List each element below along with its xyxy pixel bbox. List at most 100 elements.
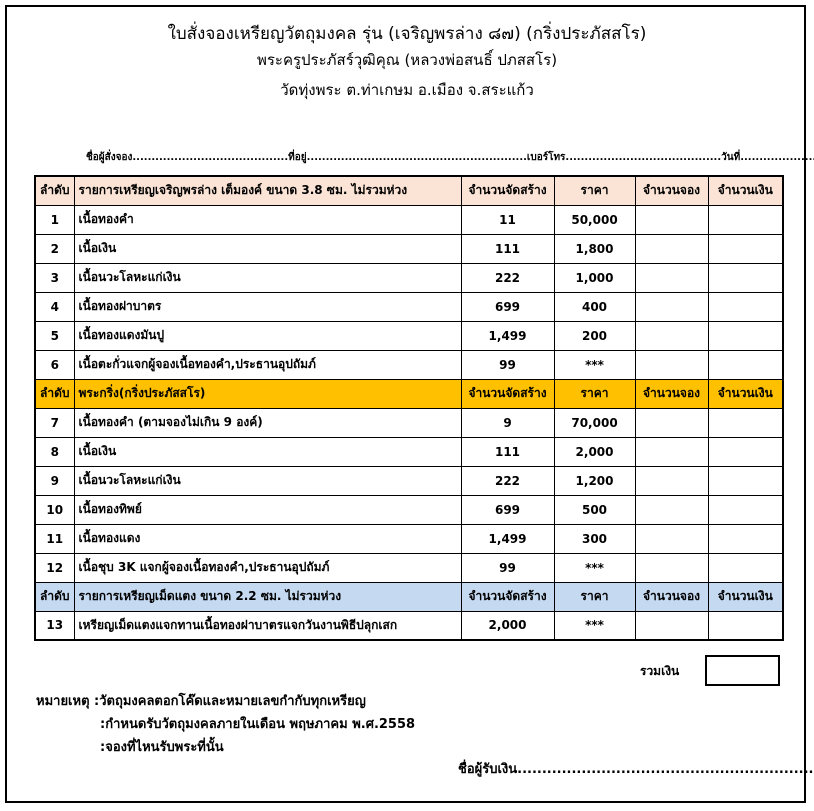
empty-cell <box>707 349 784 380</box>
cell: 111 <box>460 436 555 467</box>
signature: ชื่อผู้รับเงิน..........................… <box>458 762 814 777</box>
total-box <box>705 655 780 686</box>
cell: เนื้อชุบ 3K แจกผู้จองเนื้อทองคำ,ประธานอุ… <box>73 552 462 583</box>
header-cell: ลำดับ <box>34 581 75 612</box>
header-cell: จำนวนจอง <box>634 175 709 206</box>
cell: 1,000 <box>553 262 636 293</box>
cell: เนื้อทองคำ <box>73 204 462 235</box>
header-cell: ลำดับ <box>34 378 75 409</box>
empty-cell <box>634 233 709 264</box>
item-row: 5 เนื้อทองแดงมันปู 1,499 200 <box>34 320 784 351</box>
note: :จองที่ไหนรับพระที่นั้น <box>100 740 224 755</box>
order-table: ลำดับ รายการเหรียญเจริญพรล่าง เต็มองค์ ขน… <box>34 175 785 641</box>
item-row: 7 เนื้อทองคำ (ตามจองไม่เกิน 9 องค์) 9 70,00… <box>34 407 784 438</box>
empty-cell <box>634 349 709 380</box>
item-row: 3 เนื้อนวะโลหะแก่เงิน 222 1,000 <box>34 262 784 293</box>
cell: 699 <box>460 494 555 525</box>
cell: 6 <box>34 349 75 380</box>
header-cell: จำนวนจอง <box>634 581 709 612</box>
cell: 4 <box>34 291 75 322</box>
cell: 2,000 <box>553 436 636 467</box>
cell: 111 <box>460 233 555 264</box>
cell: เนื้อเงิน <box>73 436 462 467</box>
cell: เนื้อทองแดง <box>73 523 462 554</box>
empty-cell <box>634 204 709 235</box>
cell: เนื้อทองฝาบาตร <box>73 291 462 322</box>
item-row: 10 เนื้อทองทิพย์ 699 500 <box>34 494 784 525</box>
cell: 8 <box>34 436 75 467</box>
cell: 3 <box>34 262 75 293</box>
header-cell: จำนวนจอง <box>634 378 709 409</box>
cell: 99 <box>460 552 555 583</box>
cell: 699 <box>460 291 555 322</box>
cell: 400 <box>553 291 636 322</box>
cell: *** <box>553 349 636 380</box>
cell: *** <box>553 610 636 641</box>
table-body: ลำดับ รายการเหรียญเจริญพรล่าง เต็มองค์ ขน… <box>34 175 784 641</box>
cell: *** <box>553 552 636 583</box>
cell: เนื้อทองแดงมันปู <box>73 320 462 351</box>
cell: 200 <box>553 320 636 351</box>
cell: 11 <box>34 523 75 554</box>
header-cell: ราคา <box>553 581 636 612</box>
header-cell: ลำดับ <box>34 175 75 206</box>
cell: 13 <box>34 610 75 641</box>
header-cell: จำนวนเงิน <box>707 378 784 409</box>
header-cell: พระกริ่ง(กริ่งประภัสสโร) <box>73 378 462 409</box>
empty-cell <box>707 552 784 583</box>
item-row: 4 เนื้อทองฝาบาตร 699 400 <box>34 291 784 322</box>
item-row: 13 เหรียญเม็ดแตงแจกทานเนื้อทองฝาบาตรแจกวั… <box>34 610 784 641</box>
note: :กำหนดรับวัตถุมงคลภายในเดือน พฤษภาคม พ.ศ… <box>100 717 416 732</box>
header-cell: จำนวนจัดสร้าง <box>460 581 555 612</box>
cell: 2,000 <box>460 610 555 641</box>
header-cell: รายการเหรียญเจริญพรล่าง เต็มองค์ ขนาด 3.… <box>73 175 462 206</box>
header-cell: ราคา <box>553 175 636 206</box>
cell: 1,200 <box>553 465 636 496</box>
item-row: 11 เนื้อทองแดง 1,499 300 <box>34 523 784 554</box>
empty-cell <box>707 320 784 351</box>
empty-cell <box>634 465 709 496</box>
cell: เนื้อเงิน <box>73 233 462 264</box>
cell: 9 <box>34 465 75 496</box>
empty-cell <box>707 407 784 438</box>
empty-cell <box>634 320 709 351</box>
cell: 1,499 <box>460 320 555 351</box>
cell: เนื้อทองคำ (ตามจองไม่เกิน 9 องค์) <box>73 407 462 438</box>
cell: 70,000 <box>553 407 636 438</box>
cell: 5 <box>34 320 75 351</box>
header-cell: จำนวนเงิน <box>707 175 784 206</box>
empty-cell <box>634 523 709 554</box>
header-line: ใบสั่งจองเหรียญวัตถุมงคล รุ่น (เจริญพรล่… <box>167 24 647 44</box>
cell: เนื้อนวะโลหะแก่เงิน <box>73 465 462 496</box>
cell: 12 <box>34 552 75 583</box>
cell: 300 <box>553 523 636 554</box>
cell: 99 <box>460 349 555 380</box>
cell: 11 <box>460 204 555 235</box>
header-cell: ราคา <box>553 378 636 409</box>
cell: 7 <box>34 407 75 438</box>
empty-cell <box>707 523 784 554</box>
empty-cell <box>634 610 709 641</box>
frame <box>5 5 806 803</box>
header-cell: รายการเหรียญเม็ดแตง ขนาด 2.2 ซม. ไม่รวมห… <box>73 581 462 612</box>
cell: 9 <box>460 407 555 438</box>
cell: เนื้อนวะโลหะแก่เงิน <box>73 262 462 293</box>
cell: 2 <box>34 233 75 264</box>
total-label: รวมเงิน <box>640 664 680 678</box>
cell: 222 <box>460 465 555 496</box>
empty-cell <box>707 291 784 322</box>
empty-cell <box>634 494 709 525</box>
section-header: ลำดับ พระกริ่ง(กริ่งประภัสสโร) จำนวนจัดสร้… <box>34 378 784 409</box>
item-row: 8 เนื้อเงิน 111 2,000 <box>34 436 784 467</box>
header-cell: จำนวนจัดสร้าง <box>460 378 555 409</box>
empty-cell <box>634 552 709 583</box>
empty-cell <box>707 204 784 235</box>
section-header: ลำดับ รายการเหรียญเจริญพรล่าง เต็มองค์ ขน… <box>34 175 784 206</box>
empty-cell <box>707 494 784 525</box>
empty-cell <box>707 233 784 264</box>
empty-cell <box>707 465 784 496</box>
form-line: ชื่อผู้สั่งจอง..........................… <box>86 152 814 163</box>
header-cell: จำนวนจัดสร้าง <box>460 175 555 206</box>
cell: 50,000 <box>553 204 636 235</box>
